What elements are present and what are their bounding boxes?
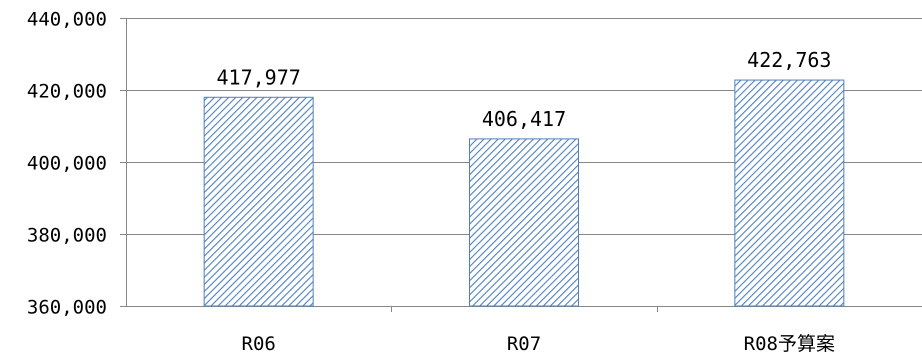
y-axis-tick-labels: 360,000 380,000 400,000 420,000 440,000 [27,9,107,319]
bar [203,96,314,307]
y-tick-label: 420,000 [27,81,107,103]
bar [734,79,845,307]
y-tick-label: 360,000 [27,297,107,319]
x-category-label: R06 [242,333,276,355]
data-label: 422,763 [747,48,831,72]
data-label: 406,417 [482,107,566,131]
x-category-label: R07 [507,333,541,355]
y-tick-label: 400,000 [27,153,107,175]
y-tick-label: 380,000 [27,225,107,247]
x-axis-category-labels: R06 R07 R08予算案 [242,333,835,355]
bar [469,138,579,307]
axes [126,18,658,312]
x-category-label: R08予算案 [744,333,835,355]
data-labels: 417,977 406,417 422,763 [217,48,832,131]
data-label: 417,977 [217,65,301,89]
bars [203,79,845,307]
y-tick-label: 440,000 [27,9,107,31]
